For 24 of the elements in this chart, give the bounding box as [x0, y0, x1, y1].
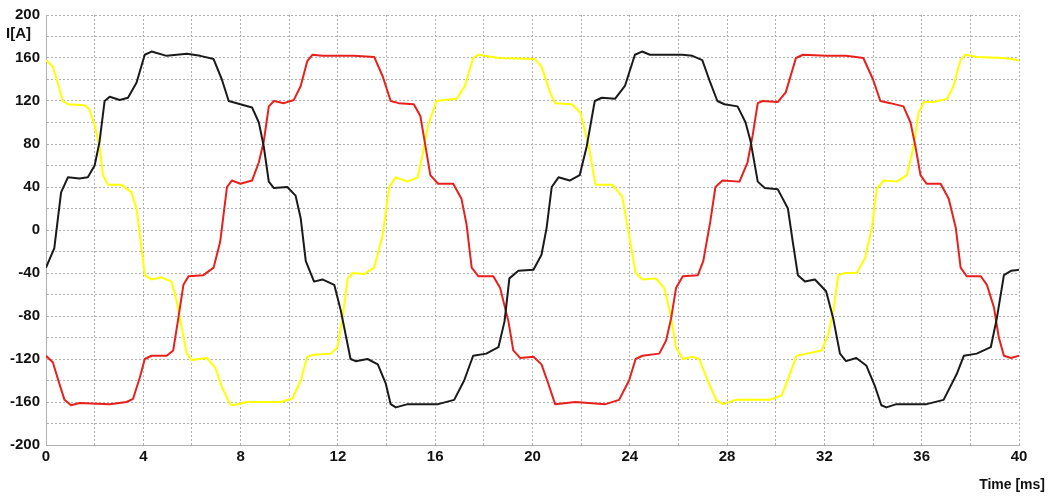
- y-tick-label: 80: [23, 134, 40, 152]
- y-tick-label: 40: [23, 177, 40, 195]
- x-tick-label: 0: [41, 447, 51, 465]
- x-tick-label: 40: [1010, 447, 1028, 465]
- y-tick-label: 200: [14, 5, 40, 23]
- x-tick-label: 8: [236, 447, 245, 465]
- y-tick-label: -200: [9, 435, 40, 453]
- y-axis-title: I[A]: [6, 24, 31, 41]
- y-tick-label: 0: [31, 220, 40, 238]
- x-tick-label: 36: [913, 447, 931, 465]
- x-tick-label: 28: [718, 447, 736, 465]
- y-tick-label: 160: [14, 48, 40, 66]
- x-tick-label: 20: [524, 447, 541, 465]
- x-axis-title: Time [ms]: [979, 476, 1045, 492]
- y-tick-label: -120: [9, 349, 40, 367]
- x-tick-label: 24: [621, 447, 639, 465]
- y-tick-label: -80: [18, 306, 40, 324]
- y-tick-label: -160: [9, 392, 40, 410]
- y-tick-label: -40: [18, 263, 40, 281]
- x-tick-label: 16: [426, 447, 444, 465]
- x-tick-label: 32: [816, 447, 833, 465]
- x-tick-label: 12: [329, 447, 347, 465]
- x-tick-label: 4: [139, 447, 149, 465]
- y-tick-label: 120: [14, 91, 40, 109]
